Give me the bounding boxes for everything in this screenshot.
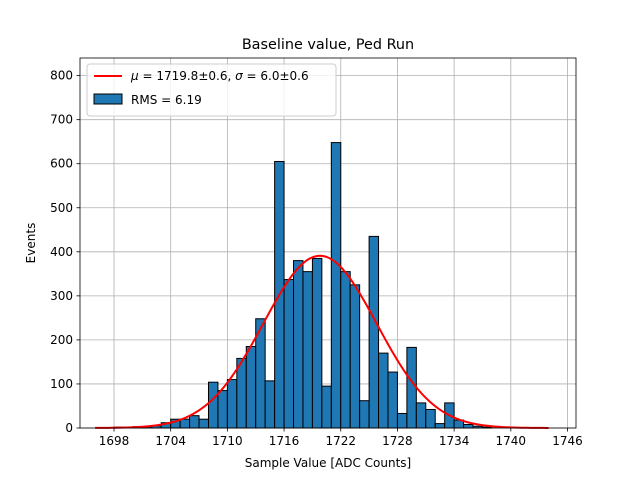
histogram-bar xyxy=(283,279,295,429)
legend-fit-label: μ = 1719.8±0.6, σ = 6.0±0.6 xyxy=(130,69,309,83)
histogram-bar xyxy=(406,346,417,429)
y-tick-label: 100 xyxy=(50,377,73,391)
x-tick-label: 1740 xyxy=(496,434,527,448)
histogram-bar xyxy=(359,400,370,429)
legend-sigma-symbol: σ xyxy=(235,69,243,83)
x-tick-label: 1734 xyxy=(439,434,470,448)
legend-hist-label: RMS = 6.19 xyxy=(131,93,202,107)
histogram-bar xyxy=(245,346,257,429)
x-tick-label: 1728 xyxy=(382,434,413,448)
y-tick-label: 400 xyxy=(50,245,73,259)
histogram-bar xyxy=(198,418,209,429)
histogram-bars xyxy=(104,142,493,429)
histogram-bar xyxy=(387,371,398,429)
histogram-bar xyxy=(340,271,351,429)
legend: μ = 1719.8±0.6, σ = 6.0±0.6 RMS = 6.19 xyxy=(86,63,337,117)
histogram-bar xyxy=(425,409,436,429)
histogram-bar xyxy=(302,271,313,429)
histogram-bar xyxy=(349,284,361,429)
histogram-bar xyxy=(217,390,228,429)
histogram-bar xyxy=(293,260,304,429)
chart-title: Baseline value, Ped Run xyxy=(242,37,414,53)
histogram-bar xyxy=(396,412,408,429)
histogram-bar xyxy=(321,385,332,429)
plot-frame xyxy=(79,57,577,429)
y-tick-label: 500 xyxy=(50,201,73,215)
histogram-bar xyxy=(207,381,219,429)
legend-box xyxy=(86,63,337,117)
legend-mu-value: = 1719.8±0.6, xyxy=(139,69,235,83)
histogram-bar xyxy=(368,235,380,429)
histogram-bar xyxy=(311,257,323,429)
histogram-bar xyxy=(330,142,342,429)
x-tick-label: 1716 xyxy=(269,434,300,448)
y-tick-label: 0 xyxy=(65,421,73,435)
y-axis-ticks: 0 100 200 300 400 500 600 700 800 xyxy=(50,69,80,435)
histogram-bar xyxy=(179,418,191,429)
y-axis-label: Events xyxy=(24,223,38,264)
legend-sigma-value: = 6.0±0.6 xyxy=(243,69,309,83)
histogram-bar xyxy=(415,402,427,429)
histogram-bar xyxy=(463,423,474,429)
x-tick-label: 1704 xyxy=(155,434,186,448)
x-tick-label: 1698 xyxy=(99,434,130,448)
y-tick-label: 600 xyxy=(50,157,73,171)
x-tick-label: 1722 xyxy=(325,434,356,448)
x-tick-label: 1710 xyxy=(212,434,243,448)
legend-hist-swatch xyxy=(93,93,123,105)
histogram-bar xyxy=(226,379,238,429)
gaussian-fit-curve xyxy=(95,254,549,429)
y-tick-label: 300 xyxy=(50,289,73,303)
y-tick-label: 700 xyxy=(50,113,73,127)
x-axis-ticks: 1698 1704 1710 1716 1722 1728 1734 1740 1746 xyxy=(99,428,583,448)
histogram-bar xyxy=(378,352,389,429)
histogram-bar xyxy=(264,380,276,429)
x-tick-label: 1746 xyxy=(552,434,583,448)
y-tick-label: 800 xyxy=(50,69,73,83)
histogram-bar xyxy=(434,423,446,429)
histogram-bar xyxy=(189,415,200,429)
legend-mu-symbol: μ xyxy=(130,69,139,83)
x-axis-label: Sample Value [ADC Counts] xyxy=(245,456,411,470)
y-tick-label: 200 xyxy=(50,333,73,347)
